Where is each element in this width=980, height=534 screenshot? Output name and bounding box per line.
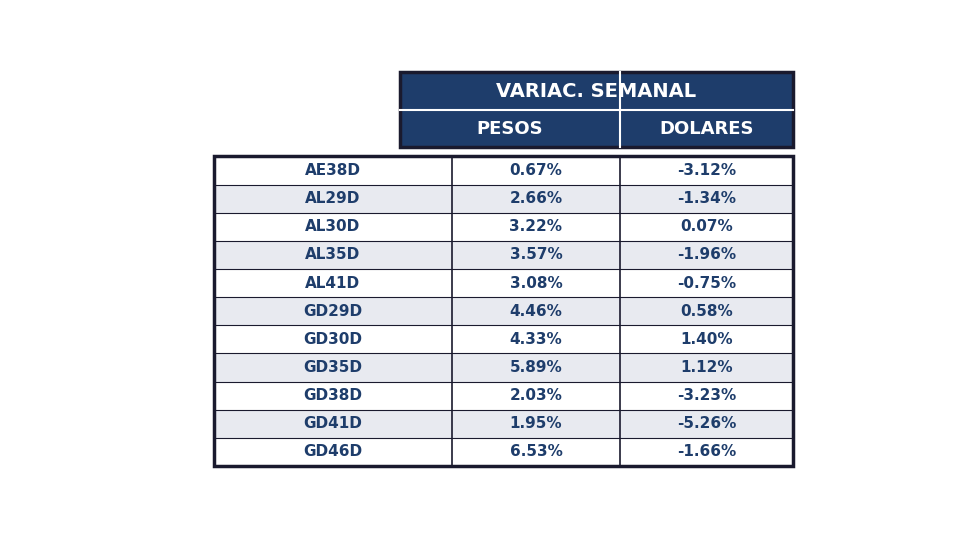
Text: AL30D: AL30D	[306, 219, 361, 234]
Text: -5.26%: -5.26%	[677, 417, 736, 431]
Text: 2.66%: 2.66%	[510, 191, 563, 206]
Bar	[214, 410, 793, 438]
Text: GD29D: GD29D	[304, 304, 363, 319]
Text: VARIAC. SEMANAL: VARIAC. SEMANAL	[496, 82, 697, 100]
Text: 6.53%: 6.53%	[510, 444, 563, 459]
Text: AE38D: AE38D	[305, 163, 361, 178]
Bar	[214, 213, 793, 241]
Text: 0.07%: 0.07%	[680, 219, 733, 234]
Bar	[214, 382, 793, 410]
Bar	[214, 185, 793, 213]
Text: GD46D: GD46D	[304, 444, 363, 459]
Text: -1.96%: -1.96%	[677, 247, 736, 263]
Text: AL29D: AL29D	[305, 191, 361, 206]
Bar	[214, 269, 793, 297]
Text: 0.67%: 0.67%	[510, 163, 563, 178]
Text: 4.33%: 4.33%	[510, 332, 563, 347]
Text: -3.23%: -3.23%	[677, 388, 736, 403]
Text: 0.58%: 0.58%	[680, 304, 733, 319]
Text: 3.57%: 3.57%	[510, 247, 563, 263]
Text: -0.75%: -0.75%	[677, 276, 736, 290]
Bar	[214, 156, 793, 466]
Bar	[214, 325, 793, 354]
Text: 1.95%: 1.95%	[510, 417, 563, 431]
Text: 1.40%: 1.40%	[680, 332, 733, 347]
Text: AL41D: AL41D	[306, 276, 361, 290]
Text: 2.03%: 2.03%	[510, 388, 563, 403]
Bar	[400, 72, 793, 111]
Text: AL35D: AL35D	[306, 247, 361, 263]
Text: 5.89%: 5.89%	[510, 360, 563, 375]
Bar	[400, 72, 793, 147]
Text: GD30D: GD30D	[304, 332, 363, 347]
Text: PESOS: PESOS	[476, 120, 543, 138]
Text: 1.12%: 1.12%	[680, 360, 733, 375]
Text: 3.08%: 3.08%	[510, 276, 563, 290]
Bar	[214, 438, 793, 466]
Text: 3.22%: 3.22%	[510, 219, 563, 234]
Text: GD38D: GD38D	[304, 388, 363, 403]
Bar	[214, 297, 793, 325]
Text: DOLARES: DOLARES	[660, 120, 754, 138]
Text: 4.46%: 4.46%	[510, 304, 563, 319]
Bar	[214, 241, 793, 269]
Text: -3.12%: -3.12%	[677, 163, 736, 178]
Text: GD41D: GD41D	[304, 417, 363, 431]
Text: GD35D: GD35D	[304, 360, 363, 375]
Bar	[214, 354, 793, 382]
Text: -1.34%: -1.34%	[677, 191, 736, 206]
Text: -1.66%: -1.66%	[677, 444, 736, 459]
Bar	[400, 111, 793, 147]
Bar	[214, 156, 793, 185]
